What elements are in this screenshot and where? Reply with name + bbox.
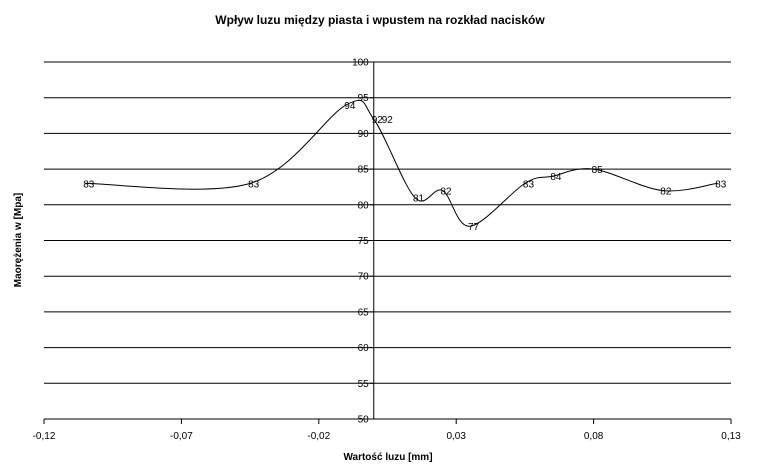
y-tick-label: 60 xyxy=(358,343,370,354)
data-label: 94 xyxy=(344,101,356,112)
x-tick-label: -0,02 xyxy=(307,431,330,442)
y-tick-label: 90 xyxy=(358,129,370,140)
y-tick-label: 95 xyxy=(358,93,370,104)
data-label: 83 xyxy=(248,179,260,190)
y-tick-label: 65 xyxy=(358,307,370,318)
x-tick-label: 0,08 xyxy=(584,431,604,442)
y-tick-label: 70 xyxy=(358,272,370,283)
x-tick-label: 0,13 xyxy=(721,431,741,442)
x-tick-label: -0,07 xyxy=(170,431,193,442)
y-tick-label: 75 xyxy=(358,236,370,247)
y-tick-label: 50 xyxy=(358,415,370,426)
data-label: 83 xyxy=(715,179,727,190)
data-labels: 83 83 94 92 81 82 77 83 84 85 82 83 92 xyxy=(83,101,727,233)
data-label: 77 xyxy=(468,222,480,233)
series xyxy=(85,99,718,227)
x-tick-label: 0,03 xyxy=(446,431,466,442)
data-label: 82 xyxy=(440,187,452,198)
data-label: 84 xyxy=(550,172,562,183)
data-label: 83 xyxy=(523,179,535,190)
x-tick-label: -0,12 xyxy=(33,431,56,442)
y-axis-title: Maorężenia w [Mpa] xyxy=(13,193,24,287)
y-tick-label: 55 xyxy=(358,379,370,390)
data-label: 83 xyxy=(83,179,95,190)
data-label: 92 xyxy=(372,115,384,126)
data-label: 85 xyxy=(592,165,604,176)
x-axis-title: Wartość luzu [mm] xyxy=(343,452,432,463)
y-tick-label: 80 xyxy=(358,200,370,211)
axes: 50 55 60 65 70 75 80 85 90 95 100 -0,12 -0,07 -0,02 0,… xyxy=(33,58,742,443)
series-line xyxy=(85,99,718,227)
y-tick-label: 100 xyxy=(352,58,369,69)
grid xyxy=(44,61,731,384)
data-label: 81 xyxy=(413,194,425,205)
data-label: 82 xyxy=(660,187,672,198)
chart-title: Wpływ luzu między piasta i wpustem na ro… xyxy=(215,13,545,27)
y-tick-label: 85 xyxy=(358,165,370,176)
data-label-extra: 92 xyxy=(382,115,394,126)
